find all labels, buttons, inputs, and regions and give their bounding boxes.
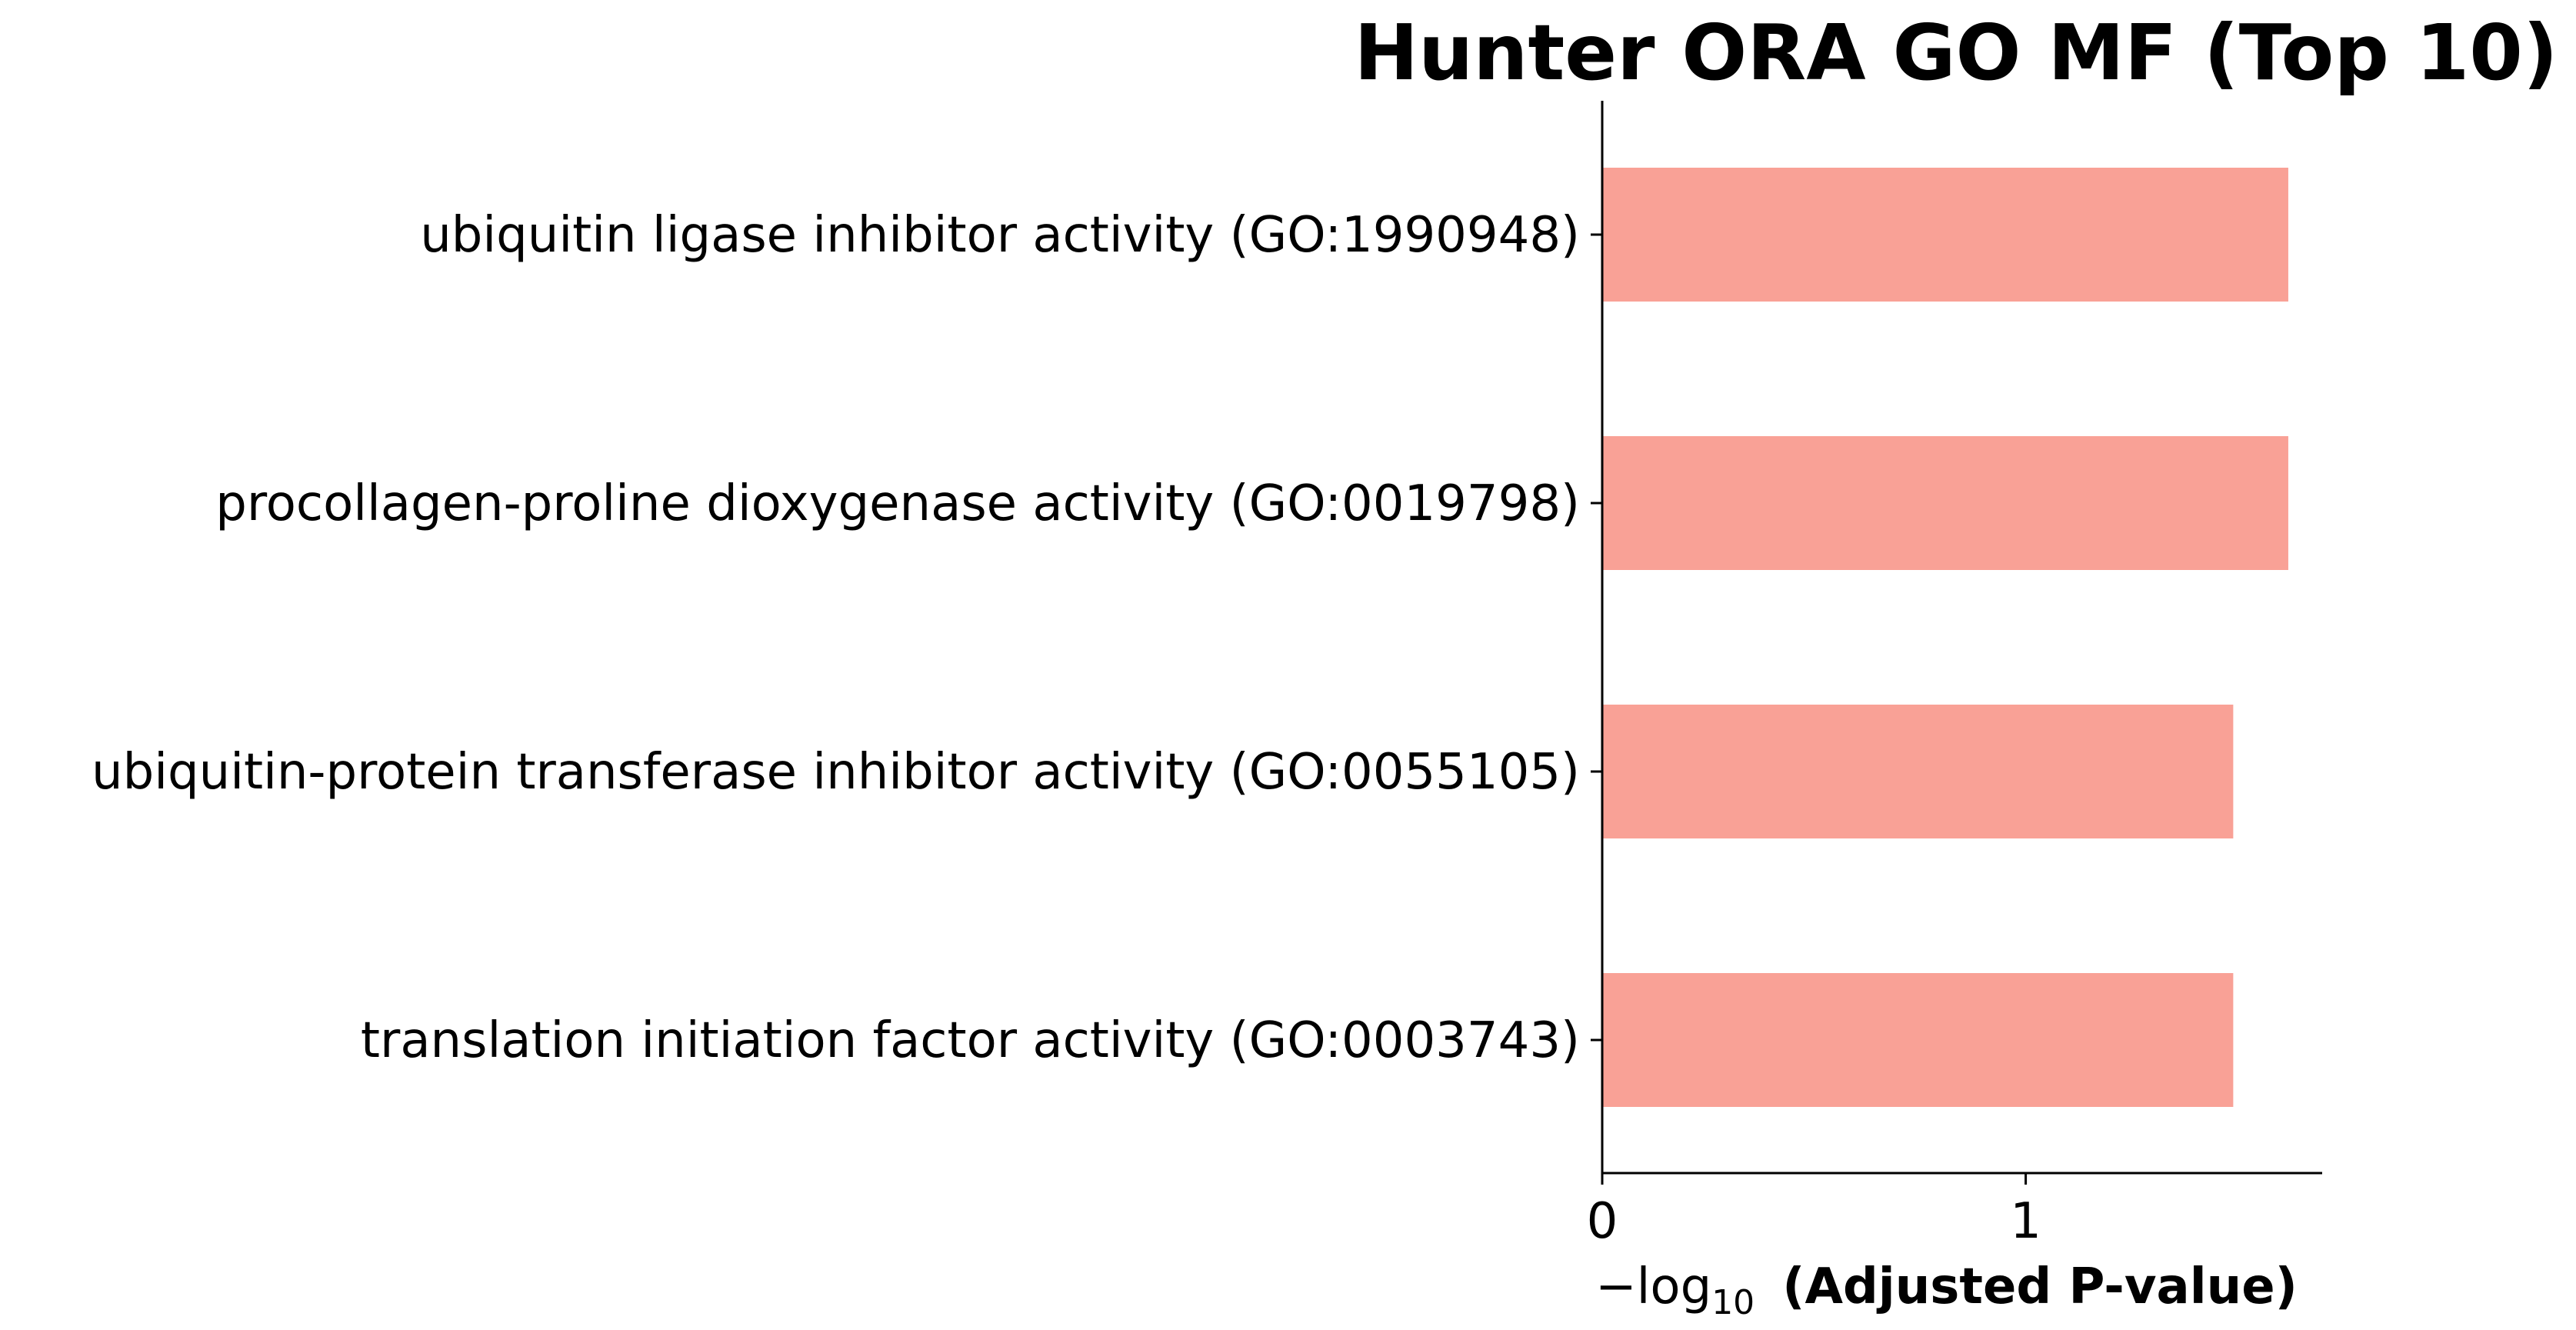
bar (1602, 168, 2288, 302)
x-axis-label-subscript: 10 (1711, 1283, 1755, 1322)
bar (1602, 973, 2234, 1107)
category-label: ubiquitin ligase inhibitor activity (GO:… (420, 207, 1580, 264)
x-tick-label: 0 (1587, 1193, 1618, 1250)
bar (1602, 705, 2234, 838)
category-label: translation initiation factor activity (… (361, 1012, 1580, 1069)
x-axis-label: −log10 (Adjusted P-value) (1595, 1258, 2298, 1322)
category-label: procollagen-proline dioxygenase activity… (215, 475, 1580, 532)
bar (1602, 436, 2288, 570)
chart-title: Hunter ORA GO MF (Top 10) (1354, 8, 2558, 98)
x-tick-label: 1 (2010, 1193, 2041, 1250)
category-label: ubiquitin-protein transferase inhibitor … (92, 744, 1580, 801)
bars-group (1602, 168, 2288, 1107)
x-axis-label-prefix: −log (1595, 1258, 1711, 1315)
x-axis-label-suffix: (Adjusted P-value) (1782, 1258, 2298, 1315)
category-labels-group: ubiquitin ligase inhibitor activity (GO:… (92, 207, 1602, 1069)
